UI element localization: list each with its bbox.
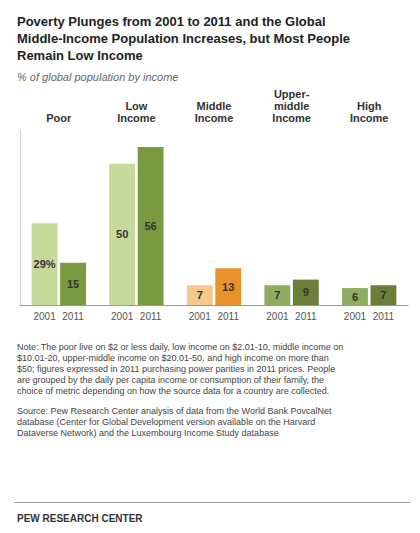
svg-text:are grouped by the daily per c: are grouped by the daily per capita inco…: [17, 375, 324, 385]
svg-text:2001: 2001: [266, 311, 289, 322]
svg-text:database (Center for Global De: database (Center for Global Development …: [17, 417, 315, 427]
svg-text:2011: 2011: [295, 311, 317, 322]
svg-text:15: 15: [67, 278, 79, 290]
svg-text:Income: Income: [195, 112, 234, 124]
svg-text:7: 7: [380, 289, 386, 301]
svg-text:9: 9: [303, 286, 309, 298]
svg-text:7: 7: [274, 289, 280, 301]
svg-text:2001: 2001: [189, 311, 212, 322]
svg-text:Poor: Poor: [46, 112, 72, 124]
svg-text:Remain Low Income: Remain Low Income: [17, 48, 143, 63]
svg-text:Low: Low: [125, 100, 147, 112]
svg-text:Upper-: Upper-: [274, 88, 310, 100]
svg-text:PEW RESEARCH CENTER: PEW RESEARCH CENTER: [17, 513, 143, 524]
svg-text:Income: Income: [350, 112, 389, 124]
svg-text:Income: Income: [117, 112, 156, 124]
svg-text:Source: Pew Research Center an: Source: Pew Research Center analysis of …: [17, 406, 332, 416]
svg-text:Income: Income: [272, 112, 311, 124]
svg-text:56: 56: [145, 220, 157, 232]
svg-text:6: 6: [352, 291, 358, 303]
svg-text:Poverty Plunges from 2001 to 2: Poverty Plunges from 2001 to 2011 and th…: [17, 14, 326, 29]
svg-text:2001: 2001: [344, 311, 367, 322]
svg-text:2001: 2001: [111, 311, 134, 322]
svg-text:Middle-Income Population Incre: Middle-Income Population Increases, but …: [17, 31, 350, 46]
svg-text:Dataverse Network) and the Lux: Dataverse Network) and the Luxembourg In…: [17, 428, 279, 438]
svg-text:Middle: Middle: [197, 100, 232, 112]
svg-text:% of global population by inco: % of global population by income: [17, 71, 178, 83]
svg-text:Note: The poor live on $2 or l: Note: The poor live on $2 or less daily,…: [17, 342, 343, 352]
svg-text:2011: 2011: [140, 311, 162, 322]
svg-text:High: High: [357, 100, 382, 112]
svg-text:13: 13: [222, 281, 234, 293]
svg-text:2011: 2011: [62, 311, 84, 322]
svg-text:2011: 2011: [373, 311, 395, 322]
svg-text:29%: 29%: [34, 258, 56, 270]
svg-text:2011: 2011: [217, 311, 239, 322]
svg-text:$50; figures expressed in 2011: $50; figures expressed in 2011 purchasin…: [17, 364, 335, 374]
svg-text:middle: middle: [274, 100, 309, 112]
svg-text:choice of metric depending on: choice of metric depending on how the so…: [17, 386, 329, 396]
svg-text:$10.01-20, upper-middle income: $10.01-20, upper-middle income on $20.01…: [17, 353, 329, 363]
svg-text:7: 7: [197, 289, 203, 301]
svg-text:50: 50: [116, 228, 128, 240]
svg-text:2001: 2001: [33, 311, 56, 322]
